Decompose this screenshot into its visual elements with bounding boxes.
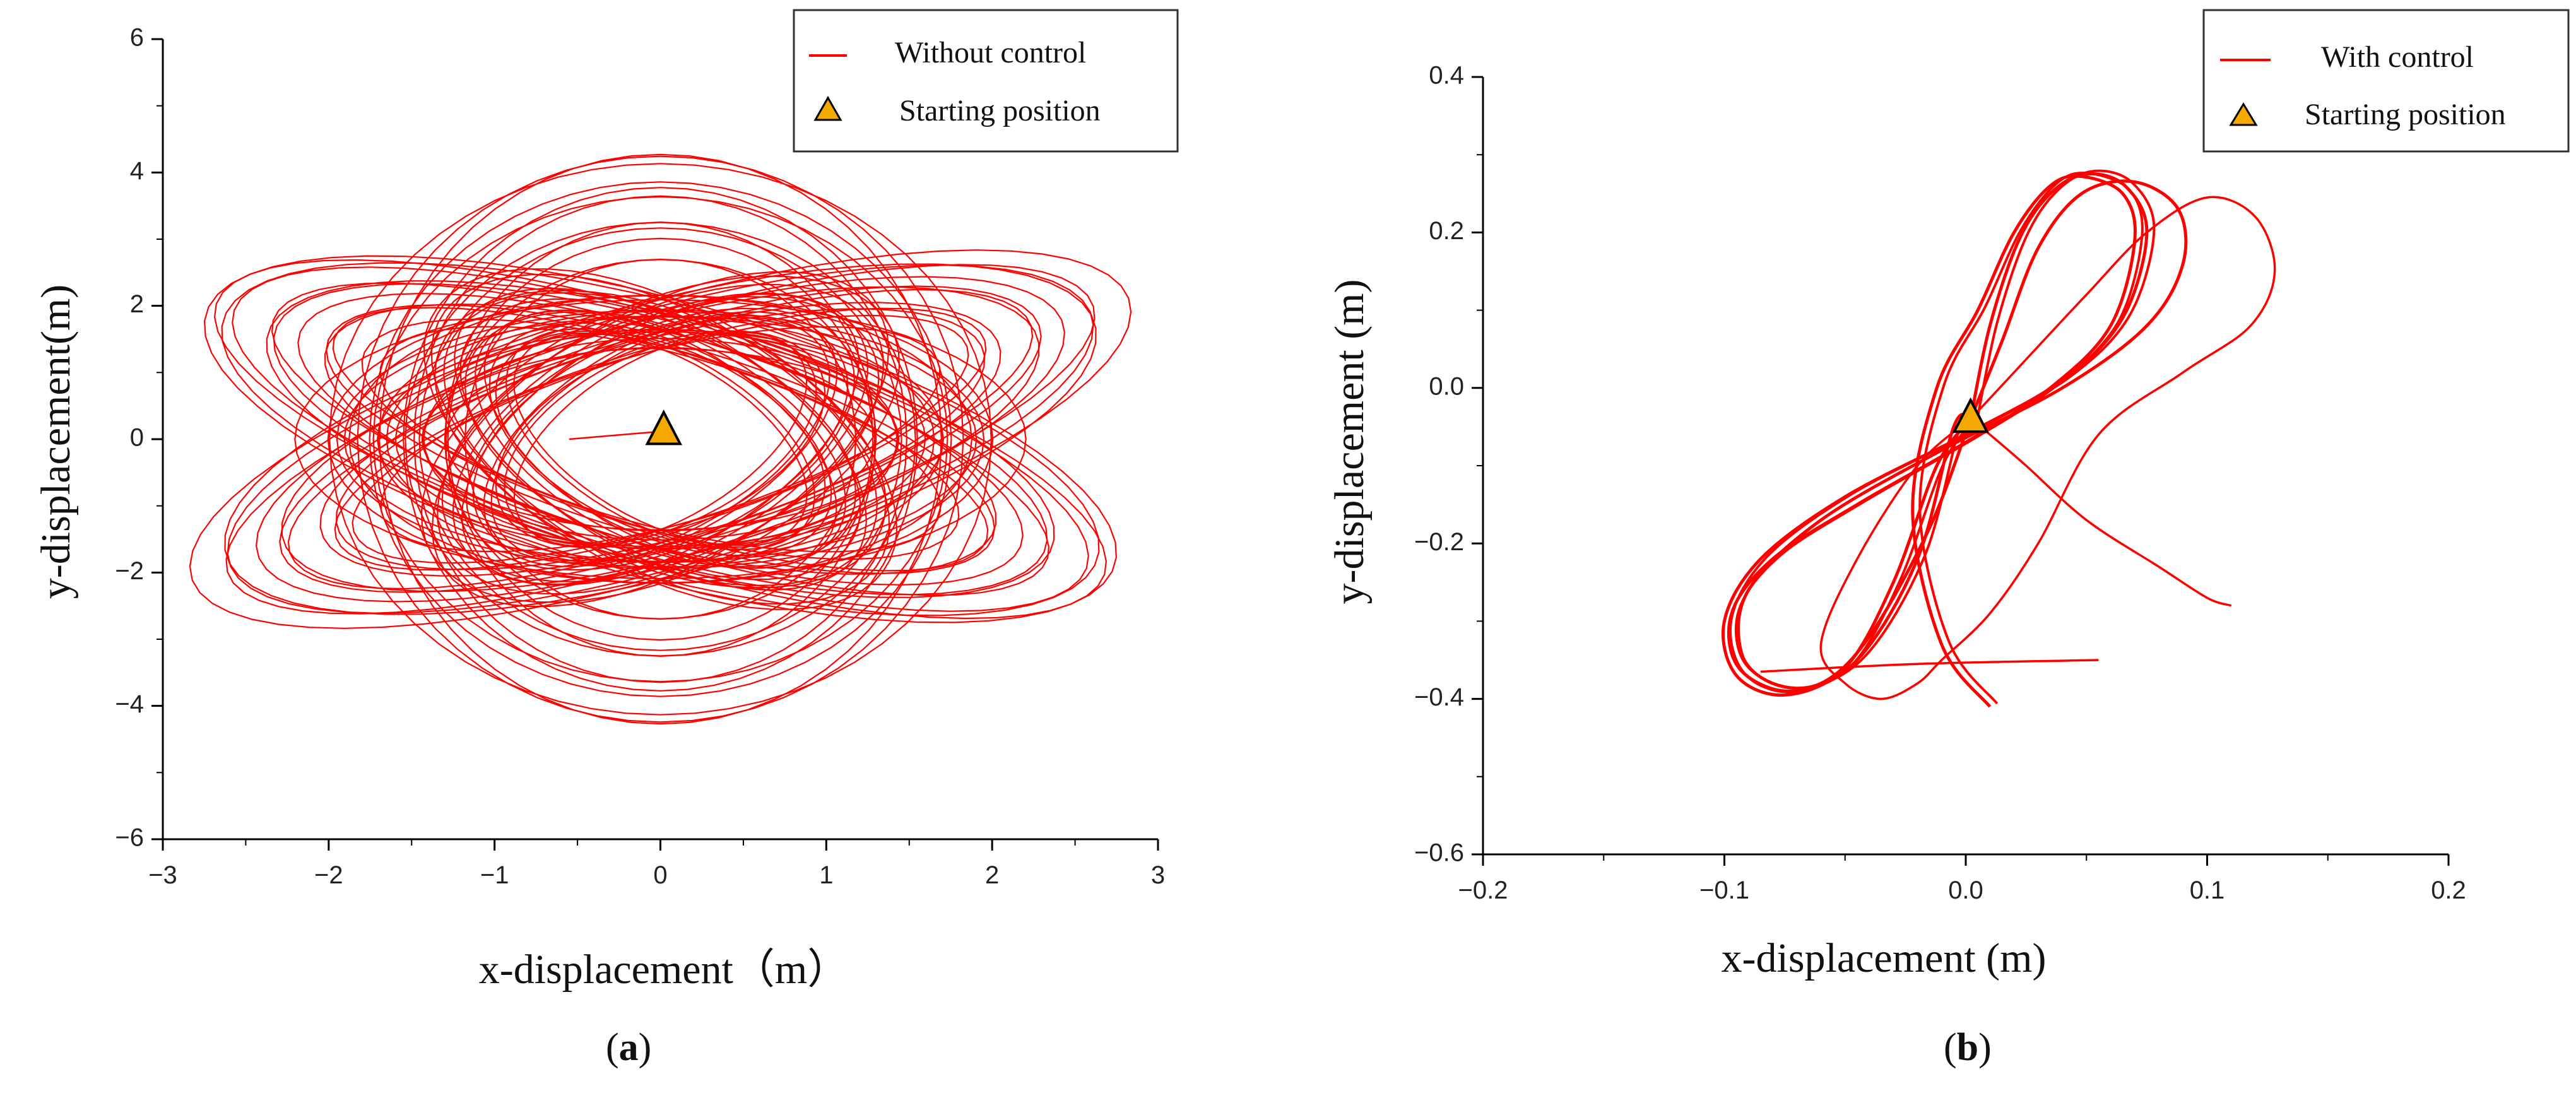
chart-a-x-tick-label: −3 [148,861,177,889]
chart-b-x-tick-label: 0.1 [2190,876,2225,904]
chart-a-x-axis-title: x-displacement（m） [479,947,849,993]
chart-b-trajectory-loop-1 [1722,172,2149,697]
chart-a-trajectory-loop [461,293,860,585]
chart-b-x-tick-label: −0.1 [1699,876,1749,904]
chart-a-y-tick-label: −4 [115,690,144,718]
chart-a-x-tick-label: 2 [985,861,999,889]
chart-a-trajectory-loop [418,227,902,651]
chart-a-trajectory-loop [372,196,948,683]
chart-a-trajectory-loop [405,221,916,657]
chart-a-series-without-control [189,153,1132,725]
chart-b-legend-entry-0: With control [2321,40,2474,74]
chart-b-trajectory-loop-1-repeat [1729,169,2156,693]
chart-a-trajectory-loop [324,304,997,575]
chart-a-trajectory-loop [513,332,808,546]
chart-a-y-tick-label: −2 [115,557,144,585]
chart-a-trajectory-loop [319,302,1001,577]
chart-b-legend-entry-1: Starting position [2305,98,2506,131]
chart-a-trajectory-loop [369,181,952,697]
chart-b-trajectory-loop-4 [1760,659,2099,673]
chart-b-panel-label: b [1957,1026,1978,1069]
chart-b-y-axis-title: y-displacement (m) [1326,280,1373,605]
chart-a-legend-triangle-icon [813,95,842,121]
chart-a-trajectory-loop [227,264,1094,614]
chart-b-y-tick-label: 0.2 [1429,217,1464,245]
chart-a-trajectory-loop [513,331,808,547]
chart-b-series-with-control [1722,169,2276,708]
chart-a-trajectory-loop [294,298,1027,580]
chart-a-trajectory-loop [447,237,874,641]
chart-a-y-tick-label: 6 [130,24,144,52]
chart-b-x-tick-label: −0.2 [1458,876,1508,904]
chart-a-trajectory-loop [325,304,996,574]
chart-a-x-tick-label: 1 [819,861,833,889]
chart-a-y-tick-label: 0 [130,424,144,452]
chart-b-trajectory-loop-0 [1727,174,2137,708]
chart-a-trajectory-loop [437,283,884,595]
chart-a-caption: (a) [606,1026,651,1069]
chart-a-legend-entry-1: Starting position [899,94,1101,127]
chart-b-x-axis-title: x-displacement (m) [1722,935,2047,981]
chart-a-trajectory-loop [420,275,901,603]
chart-a-y-axis-title: y-displacement(m) [33,285,79,599]
chart-a-trajectory-loop [423,268,898,610]
chart-a-trajectory-loop [255,276,1066,603]
chart-a: −3 −2 −1 0 1 2 3 −6 −4 −2 0 2 4 6 Without control Sta… [33,9,1179,1069]
chart-a-x-tick-label: 3 [1151,861,1165,889]
chart-a-trajectory-loop [445,346,876,532]
chart-a-trajectory-loop [441,296,880,582]
chart-b-legend-triangle-icon [2229,102,2258,126]
chart-b-y-tick-label: 0.0 [1429,372,1464,400]
chart-a-trajectory-loop [472,314,849,564]
chart-b-starting-position-marker [1952,397,1989,434]
chart-a-plot-area: −3 −2 −1 0 1 2 3 −6 −4 −2 0 2 4 6 [115,24,1165,889]
chart-a-trajectory-loop [221,262,1100,616]
chart-a-trajectory-loop [213,259,1108,620]
chart-a-trajectory-loop [189,249,1132,629]
chart-a-y-tick-label: 2 [130,290,144,318]
chart-a-trajectory-loop [465,307,856,571]
chart-a-trajectory-loop [443,292,878,587]
chart-a-x-tick-label: −2 [314,861,343,889]
chart-a-panel-label: a [619,1026,639,1069]
chart-b-trajectory-loop-3 [1819,196,2276,700]
chart-a-trajectory-loop [232,266,1089,612]
chart-a-y-tick-label: 4 [130,157,144,185]
chart-b-x-tick-label: 0.2 [2431,876,2466,904]
chart-a-trajectory-loop [504,333,817,546]
chart-a-y-tick-label: −6 [115,824,144,852]
chart-b-y-tick-label: 0.4 [1429,62,1464,90]
chart-b-legend-box [2202,9,2570,153]
chart-b-x-tick-label: 0.0 [1948,876,1983,904]
chart-b-plot-area: −0.2 −0.1 0.0 0.1 0.2 −0.6 −0.4 −0.2 0.0 0.2 0.4 [1414,62,2466,904]
chart-a-starting-position-marker [645,409,683,445]
chart-b-y-tick-label: −0.6 [1414,839,1464,867]
chart-a-trajectory-loop [332,307,989,572]
chart-a-trajectory-loop [495,330,826,548]
chart-a-trajectory-loop [430,273,890,605]
chart-b-y-tick-label: −0.4 [1414,683,1464,711]
chart-a-trajectory-loop [490,317,830,562]
chart-a-trajectory-loop [273,283,1048,596]
chart-b-trajectory-loop-0-repeat [1734,172,2144,705]
chart-b-trajectory-loop-5 [1970,418,2232,607]
chart-b-caption: (b) [1944,1026,1992,1069]
chart-a-trajectory-loop [394,331,926,548]
chart-a-trajectory-loop [483,309,837,569]
chart-b: −0.2 −0.1 0.0 0.1 0.2 −0.6 −0.4 −0.2 0.0 0.2 0.4 W… [1326,9,2570,1069]
chart-a-trajectory-loop [413,195,907,683]
chart-a-legend-entry-0: Without control [895,36,1086,69]
chart-b-y-tick-label: −0.2 [1414,528,1464,556]
chart-a-legend-box [793,9,1179,153]
chart-a-x-tick-label: −1 [480,861,509,889]
chart-a-x-tick-label: 0 [653,861,667,889]
chart-a-start-segment [569,430,664,440]
